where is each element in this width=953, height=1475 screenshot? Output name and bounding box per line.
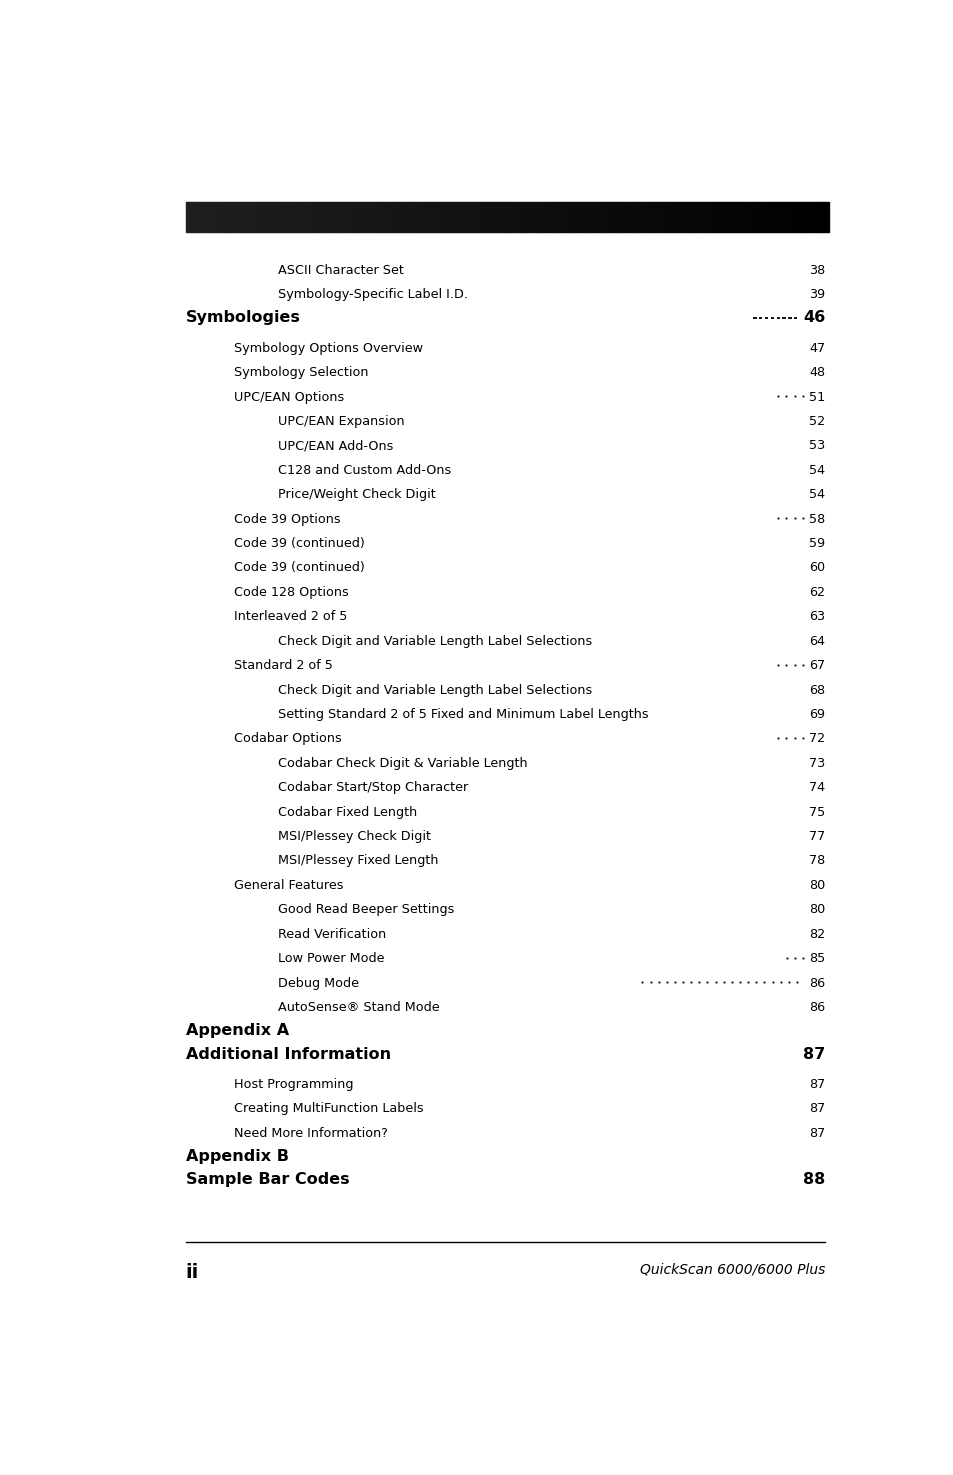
Text: 86: 86 <box>808 1002 824 1013</box>
Text: 86: 86 <box>808 976 824 990</box>
Text: Code 39 (continued): Code 39 (continued) <box>233 562 364 574</box>
Text: Appendix A: Appendix A <box>186 1024 289 1038</box>
Text: Codabar Fixed Length: Codabar Fixed Length <box>278 805 417 819</box>
Text: 58: 58 <box>808 513 824 525</box>
Text: Price/Weight Check Digit: Price/Weight Check Digit <box>278 488 436 502</box>
Text: 82: 82 <box>808 928 824 941</box>
Text: 60: 60 <box>808 562 824 574</box>
Text: 87: 87 <box>808 1078 824 1092</box>
Text: Creating MultiFunction Labels: Creating MultiFunction Labels <box>233 1102 423 1115</box>
Text: Check Digit and Variable Length Label Selections: Check Digit and Variable Length Label Se… <box>278 634 592 648</box>
Text: Setting Standard 2 of 5 Fixed and Minimum Label Lengths: Setting Standard 2 of 5 Fixed and Minimu… <box>278 708 648 721</box>
Text: 54: 54 <box>808 488 824 502</box>
Text: 48: 48 <box>808 366 824 379</box>
Text: 87: 87 <box>808 1102 824 1115</box>
Text: Code 128 Options: Code 128 Options <box>233 586 348 599</box>
Text: 51: 51 <box>808 391 824 404</box>
Text: 46: 46 <box>802 310 824 326</box>
Text: QuickScan 6000/6000 Plus: QuickScan 6000/6000 Plus <box>639 1263 824 1277</box>
Text: 63: 63 <box>808 611 824 624</box>
Text: Read Verification: Read Verification <box>278 928 386 941</box>
Text: Symbologies: Symbologies <box>186 310 300 326</box>
Text: UPC/EAN Expansion: UPC/EAN Expansion <box>278 414 404 428</box>
Text: 73: 73 <box>808 757 824 770</box>
Text: Code 39 Options: Code 39 Options <box>233 513 340 525</box>
Text: C128 and Custom Add-Ons: C128 and Custom Add-Ons <box>278 463 451 476</box>
Text: 69: 69 <box>808 708 824 721</box>
Text: 53: 53 <box>808 440 824 453</box>
Text: Good Read Beeper Settings: Good Read Beeper Settings <box>278 903 455 916</box>
Text: Additional Information: Additional Information <box>186 1047 391 1062</box>
Text: Need More Information?: Need More Information? <box>233 1127 387 1140</box>
Text: 39: 39 <box>808 288 824 301</box>
Text: 62: 62 <box>808 586 824 599</box>
Text: 77: 77 <box>808 830 824 844</box>
Text: Sample Bar Codes: Sample Bar Codes <box>186 1173 349 1187</box>
Text: 64: 64 <box>808 634 824 648</box>
Text: Low Power Mode: Low Power Mode <box>278 953 384 965</box>
Text: 67: 67 <box>808 659 824 673</box>
Text: 87: 87 <box>802 1047 824 1062</box>
Text: UPC/EAN Options: UPC/EAN Options <box>233 391 344 404</box>
Text: Symbology-Specific Label I.D.: Symbology-Specific Label I.D. <box>278 288 468 301</box>
Text: Check Digit and Variable Length Label Selections: Check Digit and Variable Length Label Se… <box>278 683 592 696</box>
Text: Debug Mode: Debug Mode <box>278 976 359 990</box>
Text: 38: 38 <box>808 264 824 276</box>
Text: Codabar Options: Codabar Options <box>233 733 341 745</box>
Text: 52: 52 <box>808 414 824 428</box>
Text: 74: 74 <box>808 782 824 794</box>
Text: 59: 59 <box>808 537 824 550</box>
Text: Codabar Start/Stop Character: Codabar Start/Stop Character <box>278 782 468 794</box>
Text: 75: 75 <box>808 805 824 819</box>
Text: Interleaved 2 of 5: Interleaved 2 of 5 <box>233 611 347 624</box>
Text: AutoSense® Stand Mode: AutoSense® Stand Mode <box>278 1002 439 1013</box>
Text: Standard 2 of 5: Standard 2 of 5 <box>233 659 333 673</box>
Text: ii: ii <box>186 1263 199 1282</box>
Text: 47: 47 <box>808 342 824 354</box>
Text: Symbology Selection: Symbology Selection <box>233 366 368 379</box>
Text: ASCII Character Set: ASCII Character Set <box>278 264 404 276</box>
Text: 87: 87 <box>808 1127 824 1140</box>
Text: UPC/EAN Add-Ons: UPC/EAN Add-Ons <box>278 440 394 453</box>
Text: Symbology Options Overview: Symbology Options Overview <box>233 342 422 354</box>
Text: 88: 88 <box>802 1173 824 1187</box>
Text: 72: 72 <box>808 733 824 745</box>
Text: MSI/Plessey Check Digit: MSI/Plessey Check Digit <box>278 830 431 844</box>
Text: 80: 80 <box>808 879 824 892</box>
Text: MSI/Plessey Fixed Length: MSI/Plessey Fixed Length <box>278 854 438 867</box>
Text: Appendix B: Appendix B <box>186 1149 289 1164</box>
Text: 85: 85 <box>808 953 824 965</box>
Text: 68: 68 <box>808 683 824 696</box>
Text: Host Programming: Host Programming <box>233 1078 353 1092</box>
Text: General Features: General Features <box>233 879 343 892</box>
Text: Code 39 (continued): Code 39 (continued) <box>233 537 364 550</box>
Text: Codabar Check Digit & Variable Length: Codabar Check Digit & Variable Length <box>278 757 527 770</box>
Text: 54: 54 <box>808 463 824 476</box>
Text: 80: 80 <box>808 903 824 916</box>
Text: 78: 78 <box>808 854 824 867</box>
